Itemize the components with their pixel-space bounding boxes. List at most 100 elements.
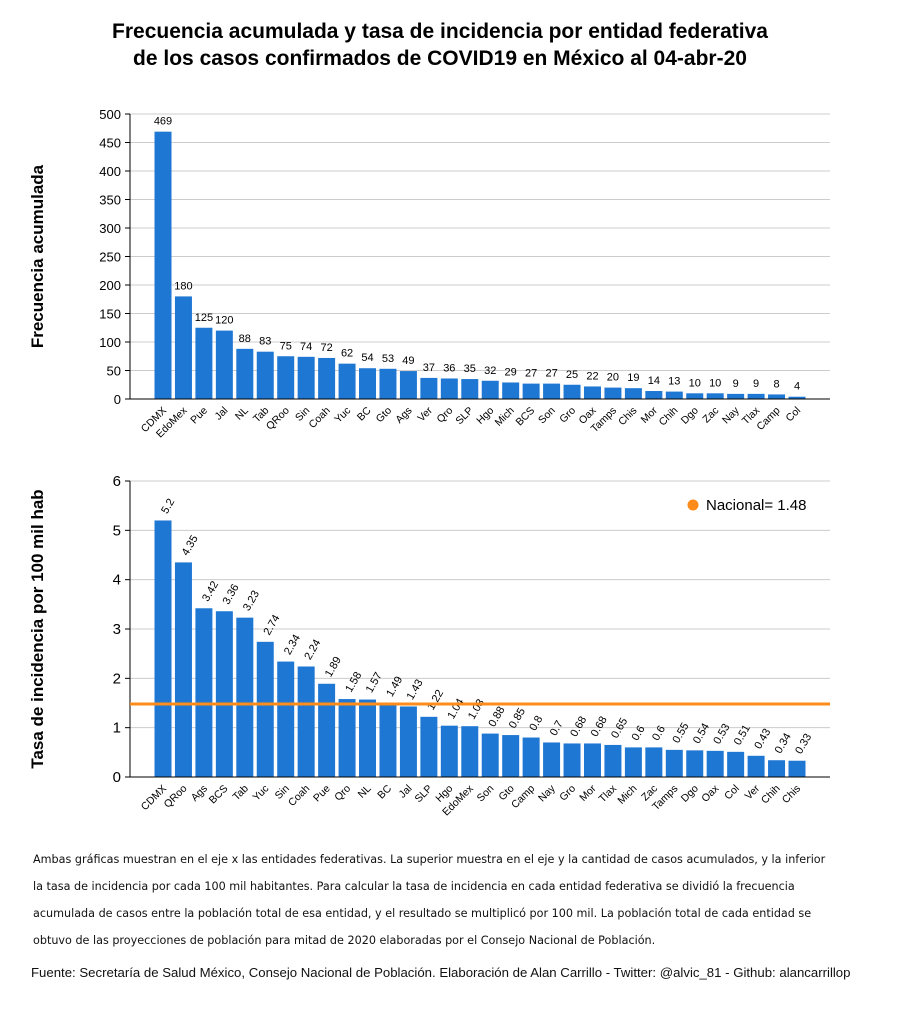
tasa-value-label: 0.85 xyxy=(507,706,528,731)
tasa-bar xyxy=(522,737,540,777)
freq-category-label: Coah xyxy=(306,405,332,431)
freq-value-label: 469 xyxy=(154,116,172,128)
freq-category-label: Pue xyxy=(188,405,210,427)
tasa-bar xyxy=(318,683,336,777)
tasa-category-label: NL xyxy=(356,783,374,801)
tasa-bar xyxy=(645,747,663,777)
tasa-value-label: 4.35 xyxy=(180,533,201,558)
freq-value-label: 54 xyxy=(361,352,373,364)
tasa-value-label: 3.36 xyxy=(221,582,242,607)
freq-bar xyxy=(399,371,417,399)
tasa-value-label: 0.6 xyxy=(630,724,648,743)
freq-bar xyxy=(768,394,786,399)
tasa-category-label: QRoo xyxy=(162,783,190,811)
freq-value-label: 120 xyxy=(215,315,233,327)
tasa-value-label: 0.55 xyxy=(670,721,691,746)
chart-title-line2: de los casos confirmados de COVID19 en M… xyxy=(133,47,747,70)
tasa-bar xyxy=(686,750,704,777)
tasa-category-label: Camp xyxy=(509,783,537,811)
freq-value-label: 27 xyxy=(545,368,557,380)
tasa-category-label: Jal xyxy=(397,783,415,801)
explanatory-note: Ambas gráficas muestran en el eje x las … xyxy=(33,846,863,954)
freq-bar xyxy=(747,393,765,399)
tasa-category-label: Col xyxy=(722,783,742,803)
freq-value-label: 75 xyxy=(280,340,292,352)
tasa-category-label: Qro xyxy=(332,783,353,804)
tasa-bar xyxy=(277,661,295,777)
freq-bar xyxy=(174,296,192,399)
tasa-bar xyxy=(788,760,806,777)
tasa-ytick-label: 0 xyxy=(113,769,121,786)
freq-category-label: Camp xyxy=(754,405,782,433)
tasa-category-label: Dgo xyxy=(679,783,701,805)
freq-value-label: 74 xyxy=(300,341,312,353)
note-line-3: acumulada de casos entre la población to… xyxy=(33,907,812,920)
tasa-category-label: BCS xyxy=(207,783,231,807)
freq-category-label: QRoo xyxy=(264,405,292,433)
freq-value-label: 29 xyxy=(505,366,517,378)
freq-value-label: 35 xyxy=(464,363,476,375)
freq-category-label: Yuc xyxy=(332,405,353,426)
freq-bar xyxy=(338,363,356,399)
freq-value-label: 20 xyxy=(607,372,619,384)
tasa-bar xyxy=(563,743,581,777)
freq-value-label: 36 xyxy=(443,362,455,374)
tasa-bar xyxy=(256,641,274,777)
freq-value-label: 19 xyxy=(627,372,639,384)
tasa-bar xyxy=(174,562,192,777)
legend-marker-icon xyxy=(687,499,699,511)
freq-value-label: 53 xyxy=(382,353,394,365)
tasa-ytick-label: 2 xyxy=(113,670,121,687)
freq-category-label: Qro xyxy=(435,405,456,426)
tasa-bar xyxy=(543,742,561,777)
tasa-category-label: Coah xyxy=(286,783,312,809)
freq-bar xyxy=(727,393,745,399)
freq-category-label: Hgo xyxy=(474,405,496,427)
freq-bar xyxy=(195,327,213,399)
chart-title-line1: Frecuencia acumulada y tasa de incidenci… xyxy=(112,20,768,43)
tasa-value-label: 1.03 xyxy=(466,697,487,722)
freq-bar xyxy=(461,379,479,399)
freq-value-label: 14 xyxy=(648,375,660,387)
freq-value-label: 37 xyxy=(423,362,435,374)
freq-bar xyxy=(256,351,274,399)
tasa-value-label: 0.33 xyxy=(793,732,814,757)
freq-category-label: Nay xyxy=(720,404,742,426)
tasa-category-label: BC xyxy=(375,782,394,801)
tasa-bar xyxy=(747,755,765,777)
freq-value-label: 10 xyxy=(709,377,721,389)
tasa-category-label: Mich xyxy=(615,783,639,807)
tasa-ytick-label: 6 xyxy=(113,473,121,490)
tasa-category-label: Chih xyxy=(759,783,783,807)
tasa-bar xyxy=(604,744,622,777)
freq-value-label: 72 xyxy=(320,342,332,354)
tasa-value-label: 0.68 xyxy=(568,714,589,739)
note-line-4: obtuvo de las proyecciones de población … xyxy=(33,934,656,947)
tasa-value-label: 2.34 xyxy=(282,633,303,658)
freq-bar xyxy=(788,396,806,399)
tasa-bar xyxy=(727,751,745,777)
freq-category-label: Gro xyxy=(557,405,578,426)
tasa-value-label: 0.6 xyxy=(650,724,668,743)
tasa-value-label: 1.22 xyxy=(425,688,446,713)
freq-ytick-label: 350 xyxy=(99,193,121,208)
tasa-value-label: 0.43 xyxy=(752,727,773,752)
freq-bar xyxy=(318,357,336,399)
tasa-ytick-label: 1 xyxy=(113,720,121,737)
freq-category-label: Chih xyxy=(657,405,681,429)
note-line-2: la tasa de incidencia por cada 100 mil h… xyxy=(33,880,795,893)
freq-bar xyxy=(522,383,540,399)
tasa-bar xyxy=(399,706,417,777)
tasa-bar xyxy=(297,666,315,777)
tasa-bar xyxy=(768,760,786,777)
freq-category-label: Son xyxy=(536,405,558,427)
tasa-bar xyxy=(665,749,683,777)
tasa-bar xyxy=(461,726,479,777)
tasa-bar xyxy=(624,747,642,777)
freq-value-label: 13 xyxy=(668,376,680,388)
freq-value-label: 32 xyxy=(484,365,496,377)
freq-value-label: 9 xyxy=(753,378,759,390)
tasa-value-label: 1.58 xyxy=(343,670,364,695)
tasa-bar xyxy=(154,520,172,777)
